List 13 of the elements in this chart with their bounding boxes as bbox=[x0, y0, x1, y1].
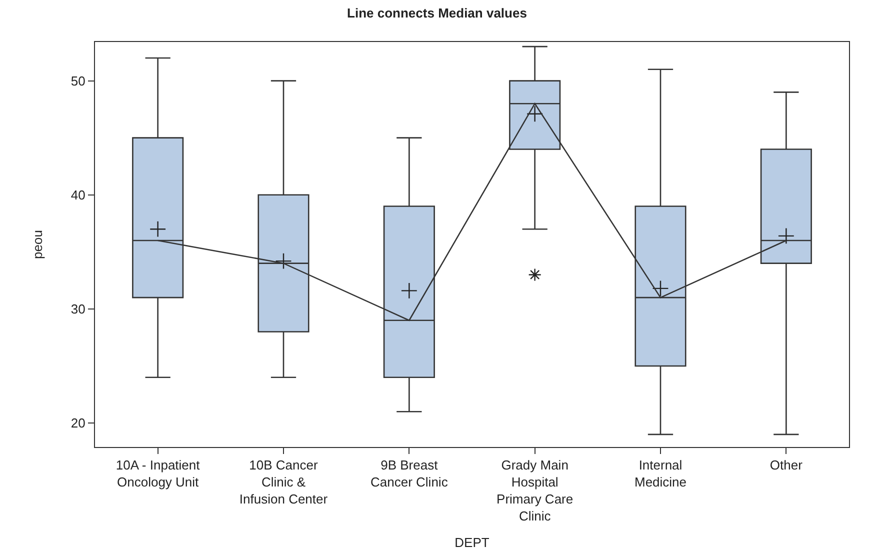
y-tick-label: 40 bbox=[70, 187, 86, 202]
x-tick-label: 10B Cancer Clinic & Infusion Center bbox=[239, 458, 328, 506]
y-axis-title: peou bbox=[30, 230, 45, 259]
x-tick-label: Other bbox=[770, 458, 804, 473]
x-axis-title: DEPT bbox=[454, 534, 490, 550]
x-tick-label: Grady Main Hospital Primary Care Clinic bbox=[496, 458, 574, 524]
x-tick-label: 10A - Inpatient Oncology Unit bbox=[116, 458, 200, 490]
chart-title: Line connects Median values bbox=[347, 5, 527, 20]
x-tick-label: 9B Breast Cancer Clinic bbox=[370, 458, 448, 490]
y-tick-label: 30 bbox=[70, 302, 86, 317]
y-tick-label: 50 bbox=[70, 73, 86, 88]
y-tick-label: 20 bbox=[70, 416, 86, 431]
x-tick-label: Internal Medicine bbox=[634, 458, 687, 490]
